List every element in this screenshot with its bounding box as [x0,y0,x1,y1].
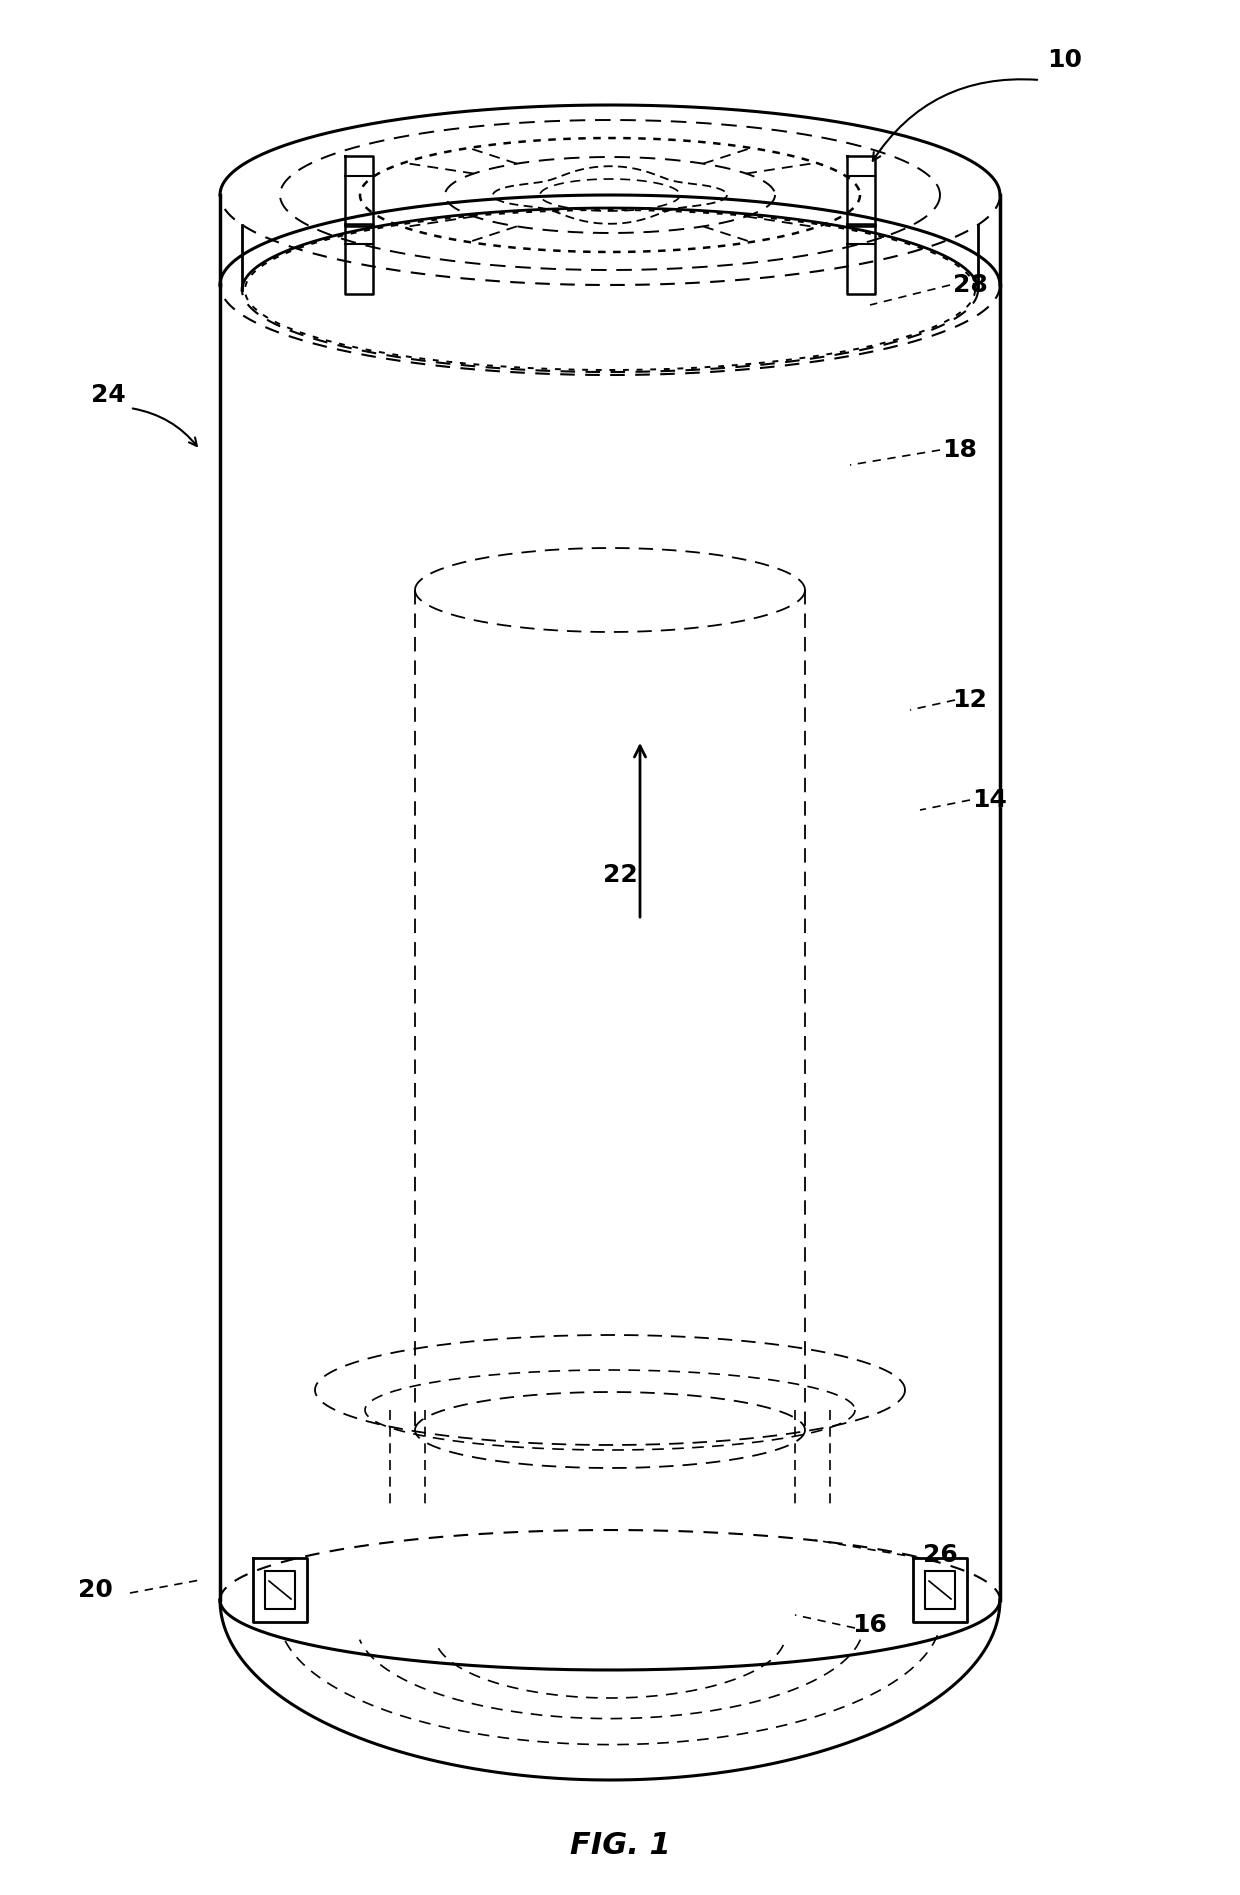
Text: 28: 28 [952,273,987,298]
Text: 24: 24 [91,383,125,407]
FancyArrowPatch shape [873,80,1037,161]
Text: FIG. 1: FIG. 1 [569,1831,671,1859]
Text: 18: 18 [942,438,977,462]
Text: 14: 14 [972,788,1007,811]
FancyArrowPatch shape [133,409,197,445]
Text: 12: 12 [952,688,987,713]
Text: 22: 22 [603,862,637,887]
Text: 16: 16 [853,1613,888,1637]
Text: 20: 20 [78,1579,113,1601]
Text: 26: 26 [923,1543,957,1567]
Text: 10: 10 [1048,47,1083,72]
